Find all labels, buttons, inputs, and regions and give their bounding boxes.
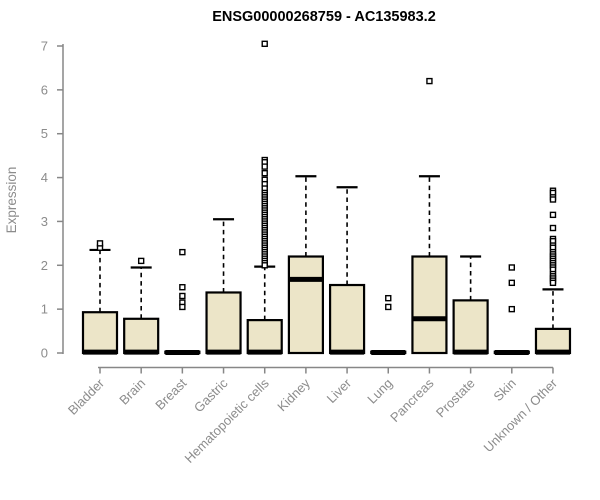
outlier-point — [549, 211, 557, 219]
outlier-point — [179, 303, 186, 311]
box-group — [123, 257, 160, 355]
box-rect — [123, 317, 160, 355]
box-group — [493, 264, 530, 356]
outlier-point — [549, 279, 557, 287]
box-rect — [246, 319, 283, 355]
x-axis-category-label: Gastric — [191, 375, 231, 415]
outlier-point — [261, 163, 268, 170]
box-group — [81, 240, 119, 355]
box-group — [164, 248, 201, 356]
y-axis-tick-label: 5 — [41, 126, 48, 141]
y-axis-tick-label: 2 — [41, 258, 48, 273]
x-axis-category-label: Bladder — [65, 375, 108, 418]
outlier-point — [261, 169, 268, 177]
boxplot-series — [81, 40, 572, 356]
box-group — [411, 77, 448, 355]
box-group — [328, 186, 366, 355]
x-axis-category-label: Brain — [116, 376, 148, 408]
box-group — [205, 218, 242, 355]
box-rect — [287, 255, 324, 355]
box-rect — [81, 311, 119, 355]
box-rect — [205, 291, 242, 355]
box-rect — [328, 283, 366, 355]
box-group — [370, 294, 407, 356]
outlier-point — [261, 262, 268, 269]
x-axis-category-label: Skin — [490, 376, 518, 404]
outlier-point — [508, 305, 515, 313]
outlier-point — [549, 224, 557, 232]
outlier-point — [508, 264, 515, 271]
x-axis-category-label: Pancreas — [387, 375, 437, 425]
outlier-point — [179, 292, 186, 300]
y-axis-tick-label: 7 — [41, 39, 48, 54]
y-axis-tick-label: 1 — [41, 302, 48, 317]
x-axis-category-label: Lung — [364, 376, 395, 407]
x-axis-category-label: Liver — [324, 375, 355, 406]
outlier-point — [385, 303, 392, 311]
box-rect — [452, 299, 489, 355]
x-axis-category-label: Unknown / Other — [481, 375, 561, 455]
outlier-point — [96, 240, 104, 247]
box-group — [534, 187, 572, 355]
box-rect — [534, 327, 572, 355]
outlier-point — [179, 248, 186, 256]
outlier-point — [137, 257, 145, 265]
y-axis-tick-label: 6 — [41, 82, 48, 97]
outlier-point — [508, 279, 515, 287]
y-axis-label: Expression — [4, 167, 19, 234]
x-axis-category-label: Prostate — [433, 376, 478, 421]
box-rect — [411, 255, 448, 355]
outlier-point — [385, 294, 392, 302]
y-axis-tick-label: 4 — [41, 170, 48, 185]
x-axis-category-label: Kidney — [274, 375, 313, 414]
outlier-point — [261, 40, 268, 48]
y-axis-tick-label: 3 — [41, 214, 48, 229]
box-group — [246, 40, 283, 355]
box-group — [287, 175, 324, 355]
y-axis-tick-label: 0 — [41, 346, 48, 361]
chart-title: ENSG00000268759 - AC135983.2 — [212, 9, 436, 25]
outlier-point — [179, 284, 186, 291]
x-axis-category-label: Breast — [152, 375, 189, 412]
outlier-point — [549, 196, 557, 203]
outlier-point — [426, 77, 433, 85]
box-group — [452, 255, 489, 355]
